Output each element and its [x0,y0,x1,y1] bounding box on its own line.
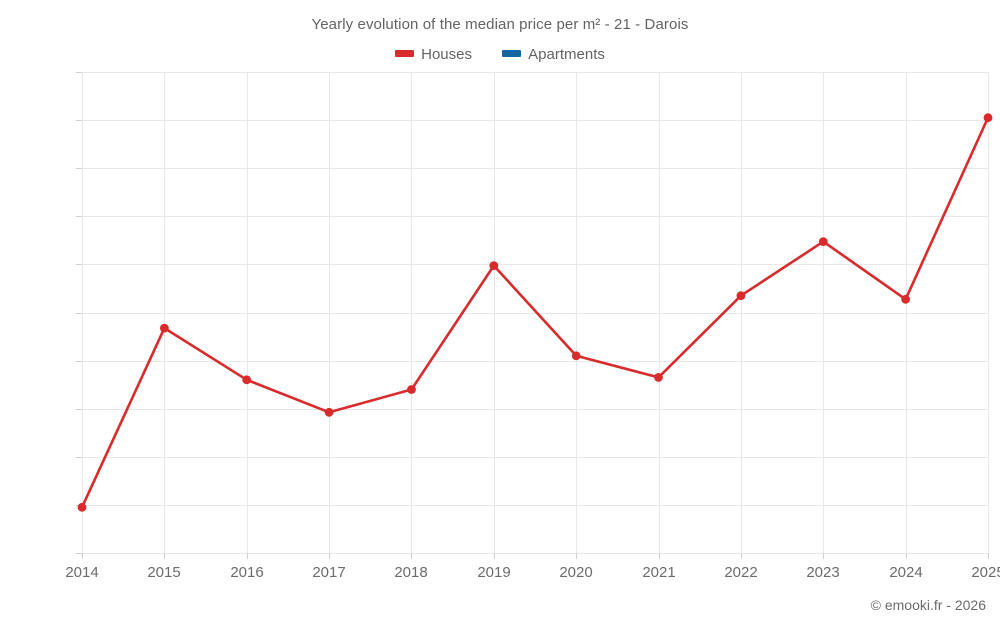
chart-legend: Houses Apartments [0,45,1000,63]
legend-label-houses: Houses [421,45,472,63]
gridline-horizontal [82,361,988,362]
gridline-horizontal [82,216,988,217]
gridline-vertical [988,72,989,553]
x-axis-tick [659,553,660,559]
x-axis-tick [411,553,412,559]
x-axis-tick [988,553,989,559]
x-axis-tick [247,553,248,559]
gridline-horizontal [82,264,988,265]
y-axis-tick [76,264,82,265]
y-axis-tick [76,361,82,362]
y-axis-tick [76,457,82,458]
data-point[interactable] [77,502,87,512]
x-axis-tick-label: 2021 [642,564,676,581]
x-axis-tick-label: 2024 [889,564,923,581]
data-point[interactable] [654,373,663,382]
data-point[interactable] [983,113,993,123]
gridline-vertical [659,72,660,553]
legend-label-apartments: Apartments [528,45,605,63]
gridline-vertical [906,72,907,553]
x-axis-tick [823,553,824,559]
data-point[interactable] [736,291,746,301]
gridline-horizontal [82,120,988,121]
data-point[interactable] [160,323,169,333]
y-axis-tick [76,120,82,121]
data-point[interactable] [571,351,581,361]
gridline-horizontal [82,313,988,314]
plot-area: 1 400 €1 600 €1 800 €2 000 €2 200 €2 400… [65,72,1000,581]
x-axis-tick-label: 2025 [971,564,1000,581]
x-axis-tick [906,553,907,559]
data-point[interactable] [324,407,334,417]
legend-swatch-houses [395,49,415,57]
gridline-vertical [494,72,495,553]
gridline-horizontal [82,168,988,169]
gridline-horizontal [82,72,988,73]
x-axis-tick-label: 2015 [147,564,181,581]
x-axis-tick [164,553,165,559]
y-axis-tick [76,72,82,73]
gridline-vertical [247,72,248,553]
series-layer [77,113,993,512]
y-axis-tick [76,168,82,169]
x-axis-tick-label: 2023 [806,564,840,581]
legend-item-houses[interactable]: Houses [395,45,472,63]
x-axis-tick-label: 2017 [312,564,346,581]
x-axis-tick [329,553,330,559]
gridline-vertical [329,72,330,553]
gridline-vertical [82,72,83,553]
data-point[interactable] [489,261,499,270]
x-axis-tick-label: 2018 [394,564,428,581]
x-axis-tick-label: 2016 [230,564,264,581]
chart-title: Yearly evolution of the median price per… [311,16,689,33]
gridline-vertical [741,72,742,553]
legend-item-apartments[interactable]: Apartments [502,45,605,63]
data-point[interactable] [242,375,252,385]
gridline-vertical [576,72,577,553]
x-axis-tick [82,553,83,559]
data-point[interactable] [407,385,416,394]
x-axis-tick-label: 2022 [724,564,758,581]
gridline-vertical [823,72,824,553]
x-axis-tick-label: 2014 [65,564,99,581]
gridline-vertical [411,72,412,553]
footer-credit: © emooki.fr - 2026 [870,597,986,613]
data-point[interactable] [818,237,828,247]
x-axis-tick-label: 2020 [559,564,593,581]
y-axis-tick [76,313,82,314]
gridline-horizontal [82,409,988,410]
x-axis-tick [494,553,495,559]
legend-swatch-apartments [502,49,522,57]
x-axis-tick-label: 2019 [477,564,511,581]
gridline-vertical [164,72,165,553]
series-line-houses [80,116,990,509]
y-axis-tick [76,409,82,410]
gridline-horizontal [82,505,988,506]
y-axis-tick [76,216,82,217]
gridline-horizontal [82,457,988,458]
y-axis-tick [76,553,82,554]
x-axis-tick [576,553,577,559]
data-point[interactable] [901,294,910,304]
gridline-horizontal [82,553,988,554]
x-axis-tick [741,553,742,559]
